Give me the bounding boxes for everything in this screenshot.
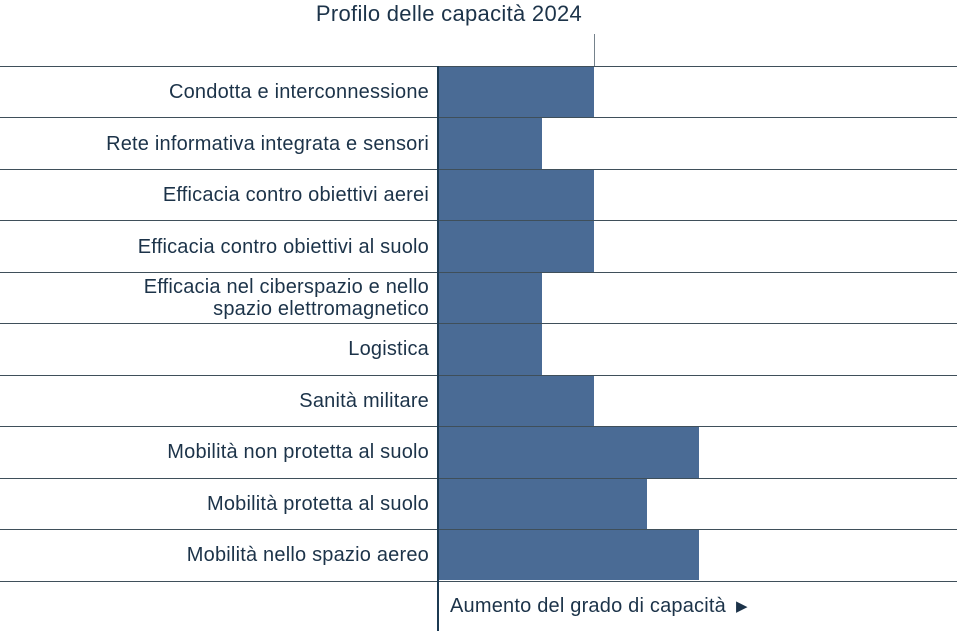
chart-title: Profilo delle capacità 2024 [315, 1, 583, 26]
chart-row: Mobilità nello spazio aereo [0, 528, 957, 581]
row-bar [437, 118, 542, 169]
row-label: Mobilità protetta al suolo [207, 492, 429, 515]
row-label: Logistica [348, 338, 429, 361]
x-axis-label: Aumento del grado di capacità [450, 594, 726, 617]
x-axis-label-row: Aumento del grado di capacità ▶ [0, 580, 957, 631]
arrow-right-icon: ▶ [735, 597, 748, 615]
bar-cell [437, 324, 957, 375]
bar-cell [437, 529, 957, 581]
row-label: Efficacia contro obiettivi aerei [162, 184, 429, 207]
row-bar [437, 272, 542, 324]
bar-cell [437, 67, 957, 118]
bar-cell [437, 478, 957, 529]
chart-row: Condotta e interconnessione [0, 66, 957, 118]
chart-row: Efficacia contro obiettivi aerei [0, 168, 957, 221]
row-bar [437, 478, 647, 529]
chart-row: Efficacia nel ciberspazio e nello spazio … [0, 271, 957, 324]
y-axis-line [436, 66, 439, 631]
chart-row: Mobilità protetta al suolo [0, 477, 957, 529]
row-label: Sanità militare [299, 389, 429, 412]
bar-cell [437, 169, 957, 221]
row-bar [437, 427, 699, 478]
row-bar [437, 324, 542, 375]
row-bar [437, 169, 595, 221]
row-bar [437, 375, 595, 427]
reference-tick-line [593, 34, 596, 66]
row-label: Efficacia contro obiettivi al suolo [137, 235, 429, 258]
row-label: Condotta e interconnessione [168, 81, 429, 104]
row-bar [437, 221, 595, 272]
bar-cell [437, 272, 957, 324]
bar-cell [437, 375, 957, 427]
row-bar [437, 529, 699, 581]
chart-row: Sanità militare [0, 374, 957, 427]
bar-cell [437, 118, 957, 169]
row-bar [437, 67, 595, 118]
chart-row: Efficacia contro obiettivi al suolo [0, 220, 957, 272]
row-label: Efficacia nel ciberspazio e nello spazio … [143, 275, 429, 320]
row-label: Rete informativa integrata e sensori [106, 132, 429, 155]
chart-row: Logistica [0, 323, 957, 375]
bar-cell [437, 221, 957, 272]
chart-row: Mobilità non protetta al suolo [0, 426, 957, 478]
row-label: Mobilità nello spazio aereo [186, 544, 429, 567]
row-label: Mobilità non protetta al suolo [167, 441, 429, 464]
chart-rows: Condotta e interconnessione Rete informat… [0, 66, 957, 581]
bar-cell [437, 427, 957, 478]
chart-row: Rete informativa integrata e sensori [0, 117, 957, 169]
